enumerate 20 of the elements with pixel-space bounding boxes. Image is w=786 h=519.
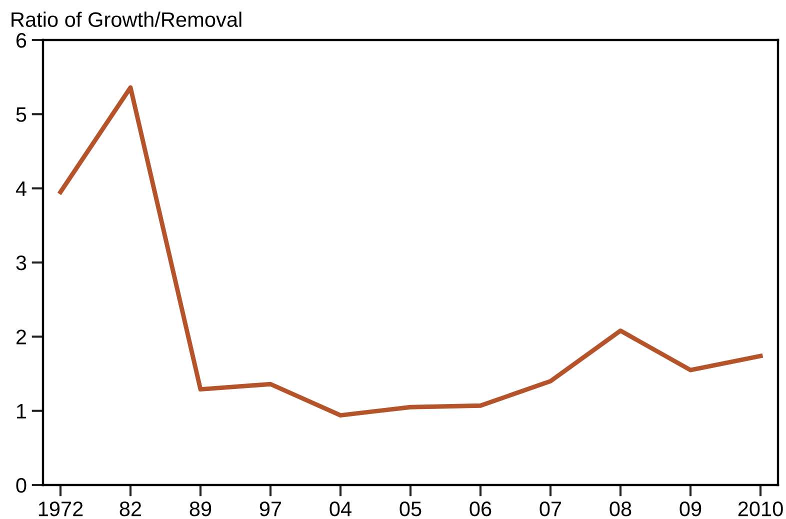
y-tick-label: 4: [16, 182, 26, 196]
x-tick-label: 89: [190, 502, 212, 516]
x-tick-label: 07: [540, 502, 562, 516]
y-axis-title: Ratio of Growth/Removal: [12, 12, 242, 27]
y-tick-label: 1: [17, 404, 26, 418]
x-tick-label: 97: [260, 502, 282, 516]
x-tick-label: 09: [680, 502, 702, 516]
y-tick-label: 6: [16, 33, 26, 48]
x-tick-label: 08: [610, 502, 632, 516]
x-tick-label: 1972: [38, 502, 83, 516]
y-tick-label: 0: [16, 478, 26, 493]
line-series: [58, 85, 763, 418]
y-tick-label: 5: [16, 107, 26, 122]
x-tick-label: 2010: [738, 502, 783, 516]
x-tick-label: 05: [400, 502, 422, 516]
x-tick-label: 04: [330, 502, 352, 516]
x-tick-label: 82: [120, 502, 142, 516]
y-tick-label: 2: [16, 330, 26, 344]
y-tick-label: 3: [16, 256, 26, 270]
x-tick-label: 06: [470, 502, 492, 516]
